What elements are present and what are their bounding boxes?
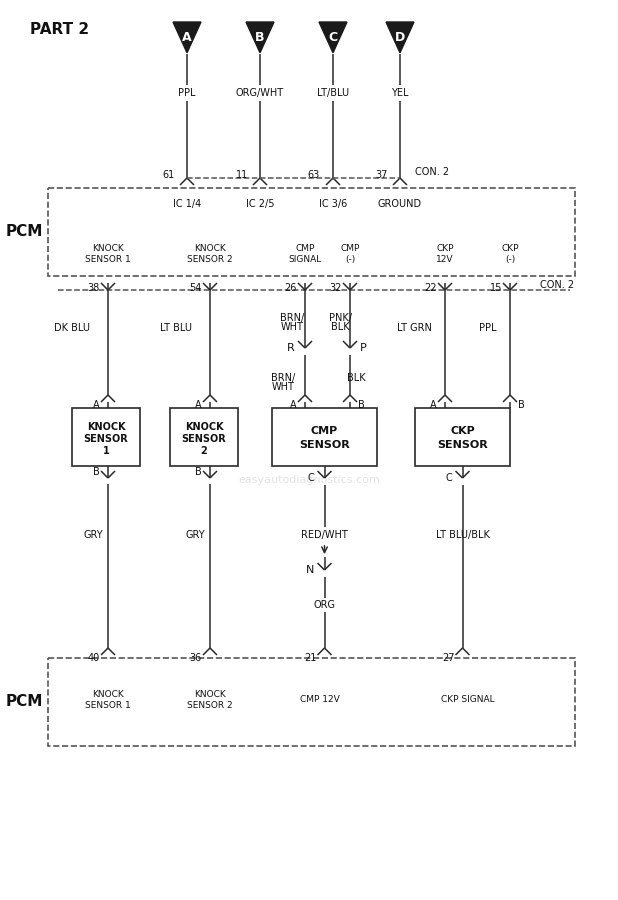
Polygon shape [246,22,274,53]
Text: GROUND: GROUND [378,199,422,209]
Text: B: B [195,467,202,477]
Text: B: B [93,467,100,477]
Text: DK BLU: DK BLU [54,323,90,333]
Text: IC 1/4: IC 1/4 [173,199,201,209]
Text: C: C [308,473,315,483]
Text: 32: 32 [329,283,342,293]
Text: ORG/WHT: ORG/WHT [236,88,284,98]
Text: CMP
(-): CMP (-) [341,244,360,264]
Text: CON. 2: CON. 2 [540,280,574,290]
Text: P: P [360,343,366,353]
Text: BRN/: BRN/ [271,373,295,383]
Text: BLK: BLK [331,322,349,332]
Text: 22: 22 [425,283,437,293]
Text: PART 2: PART 2 [30,22,89,37]
Text: KNOCK: KNOCK [87,422,125,432]
Text: 38: 38 [88,283,100,293]
Text: B: B [358,400,365,410]
Text: KNOCK
SENSOR 1: KNOCK SENSOR 1 [85,244,131,264]
Text: CKP SIGNAL: CKP SIGNAL [441,696,495,705]
Polygon shape [386,22,414,53]
Text: PPL: PPL [178,88,196,98]
Text: R: R [287,343,295,353]
Text: D: D [395,31,405,44]
Text: 1: 1 [103,446,109,456]
Text: CMP: CMP [311,426,338,436]
Text: GRY: GRY [185,530,205,540]
Text: CMP
SIGNAL: CMP SIGNAL [289,244,321,264]
Text: KNOCK
SENSOR 1: KNOCK SENSOR 1 [85,690,131,710]
Text: LT BLU/BLK: LT BLU/BLK [436,530,489,540]
Text: RED/WHT: RED/WHT [301,530,348,540]
Text: 2: 2 [201,446,208,456]
Text: A: A [182,31,192,44]
Bar [72,408,140,466]
Text: CKP: CKP [450,426,475,436]
Text: 61: 61 [163,170,175,180]
Text: BRN/: BRN/ [280,313,304,323]
Text: PNK/: PNK/ [329,313,352,323]
Bar [48,188,575,276]
Text: IC 3/6: IC 3/6 [319,199,347,209]
Text: YEL: YEL [391,88,408,98]
Text: KNOCK
SENSOR 2: KNOCK SENSOR 2 [187,690,233,710]
Bar [170,408,238,466]
Bar [48,658,575,746]
Text: PPL: PPL [480,323,497,333]
Polygon shape [173,22,201,53]
Text: 37: 37 [376,170,388,180]
Text: BLK: BLK [347,373,365,383]
Bar [272,408,377,466]
Text: 26: 26 [285,283,297,293]
Text: 54: 54 [190,283,202,293]
Text: 40: 40 [88,653,100,663]
Text: WHT: WHT [271,382,294,392]
Text: KNOCK
SENSOR 2: KNOCK SENSOR 2 [187,244,233,264]
Text: 11: 11 [235,170,248,180]
Text: B: B [255,31,265,44]
Text: ORG: ORG [313,600,336,610]
Text: SENSOR: SENSOR [299,440,350,450]
Text: CKP
12V: CKP 12V [436,244,454,264]
Text: N: N [306,565,315,575]
Text: CKP
(-): CKP (-) [501,244,519,264]
Text: IC 2/5: IC 2/5 [246,199,274,209]
Text: A: A [290,400,297,410]
Text: PCM: PCM [6,695,43,709]
Text: B: B [518,400,525,410]
Text: 15: 15 [489,283,502,293]
Text: LT GRN: LT GRN [397,323,432,333]
Polygon shape [319,22,347,53]
Text: 21: 21 [304,653,316,663]
Text: 63: 63 [308,170,320,180]
Text: CMP 12V: CMP 12V [300,696,340,705]
Text: CON. 2: CON. 2 [415,167,449,177]
Text: A: A [195,400,202,410]
Bar [415,408,510,466]
Text: SENSOR: SENSOR [83,434,129,444]
Text: 27: 27 [442,653,454,663]
Text: C: C [328,31,337,44]
Text: PCM: PCM [6,224,43,239]
Text: WHT: WHT [281,322,303,332]
Text: LT BLU: LT BLU [160,323,192,333]
Text: C: C [446,473,452,483]
Text: GRY: GRY [83,530,103,540]
Text: A: A [93,400,100,410]
Text: SENSOR: SENSOR [182,434,226,444]
Text: SENSOR: SENSOR [437,440,488,450]
Text: A: A [430,400,437,410]
Text: LT/BLU: LT/BLU [317,88,349,98]
Text: easyautodiagnostics.com: easyautodiagnostics.com [238,475,380,485]
Text: 36: 36 [190,653,202,663]
Text: KNOCK: KNOCK [185,422,223,432]
